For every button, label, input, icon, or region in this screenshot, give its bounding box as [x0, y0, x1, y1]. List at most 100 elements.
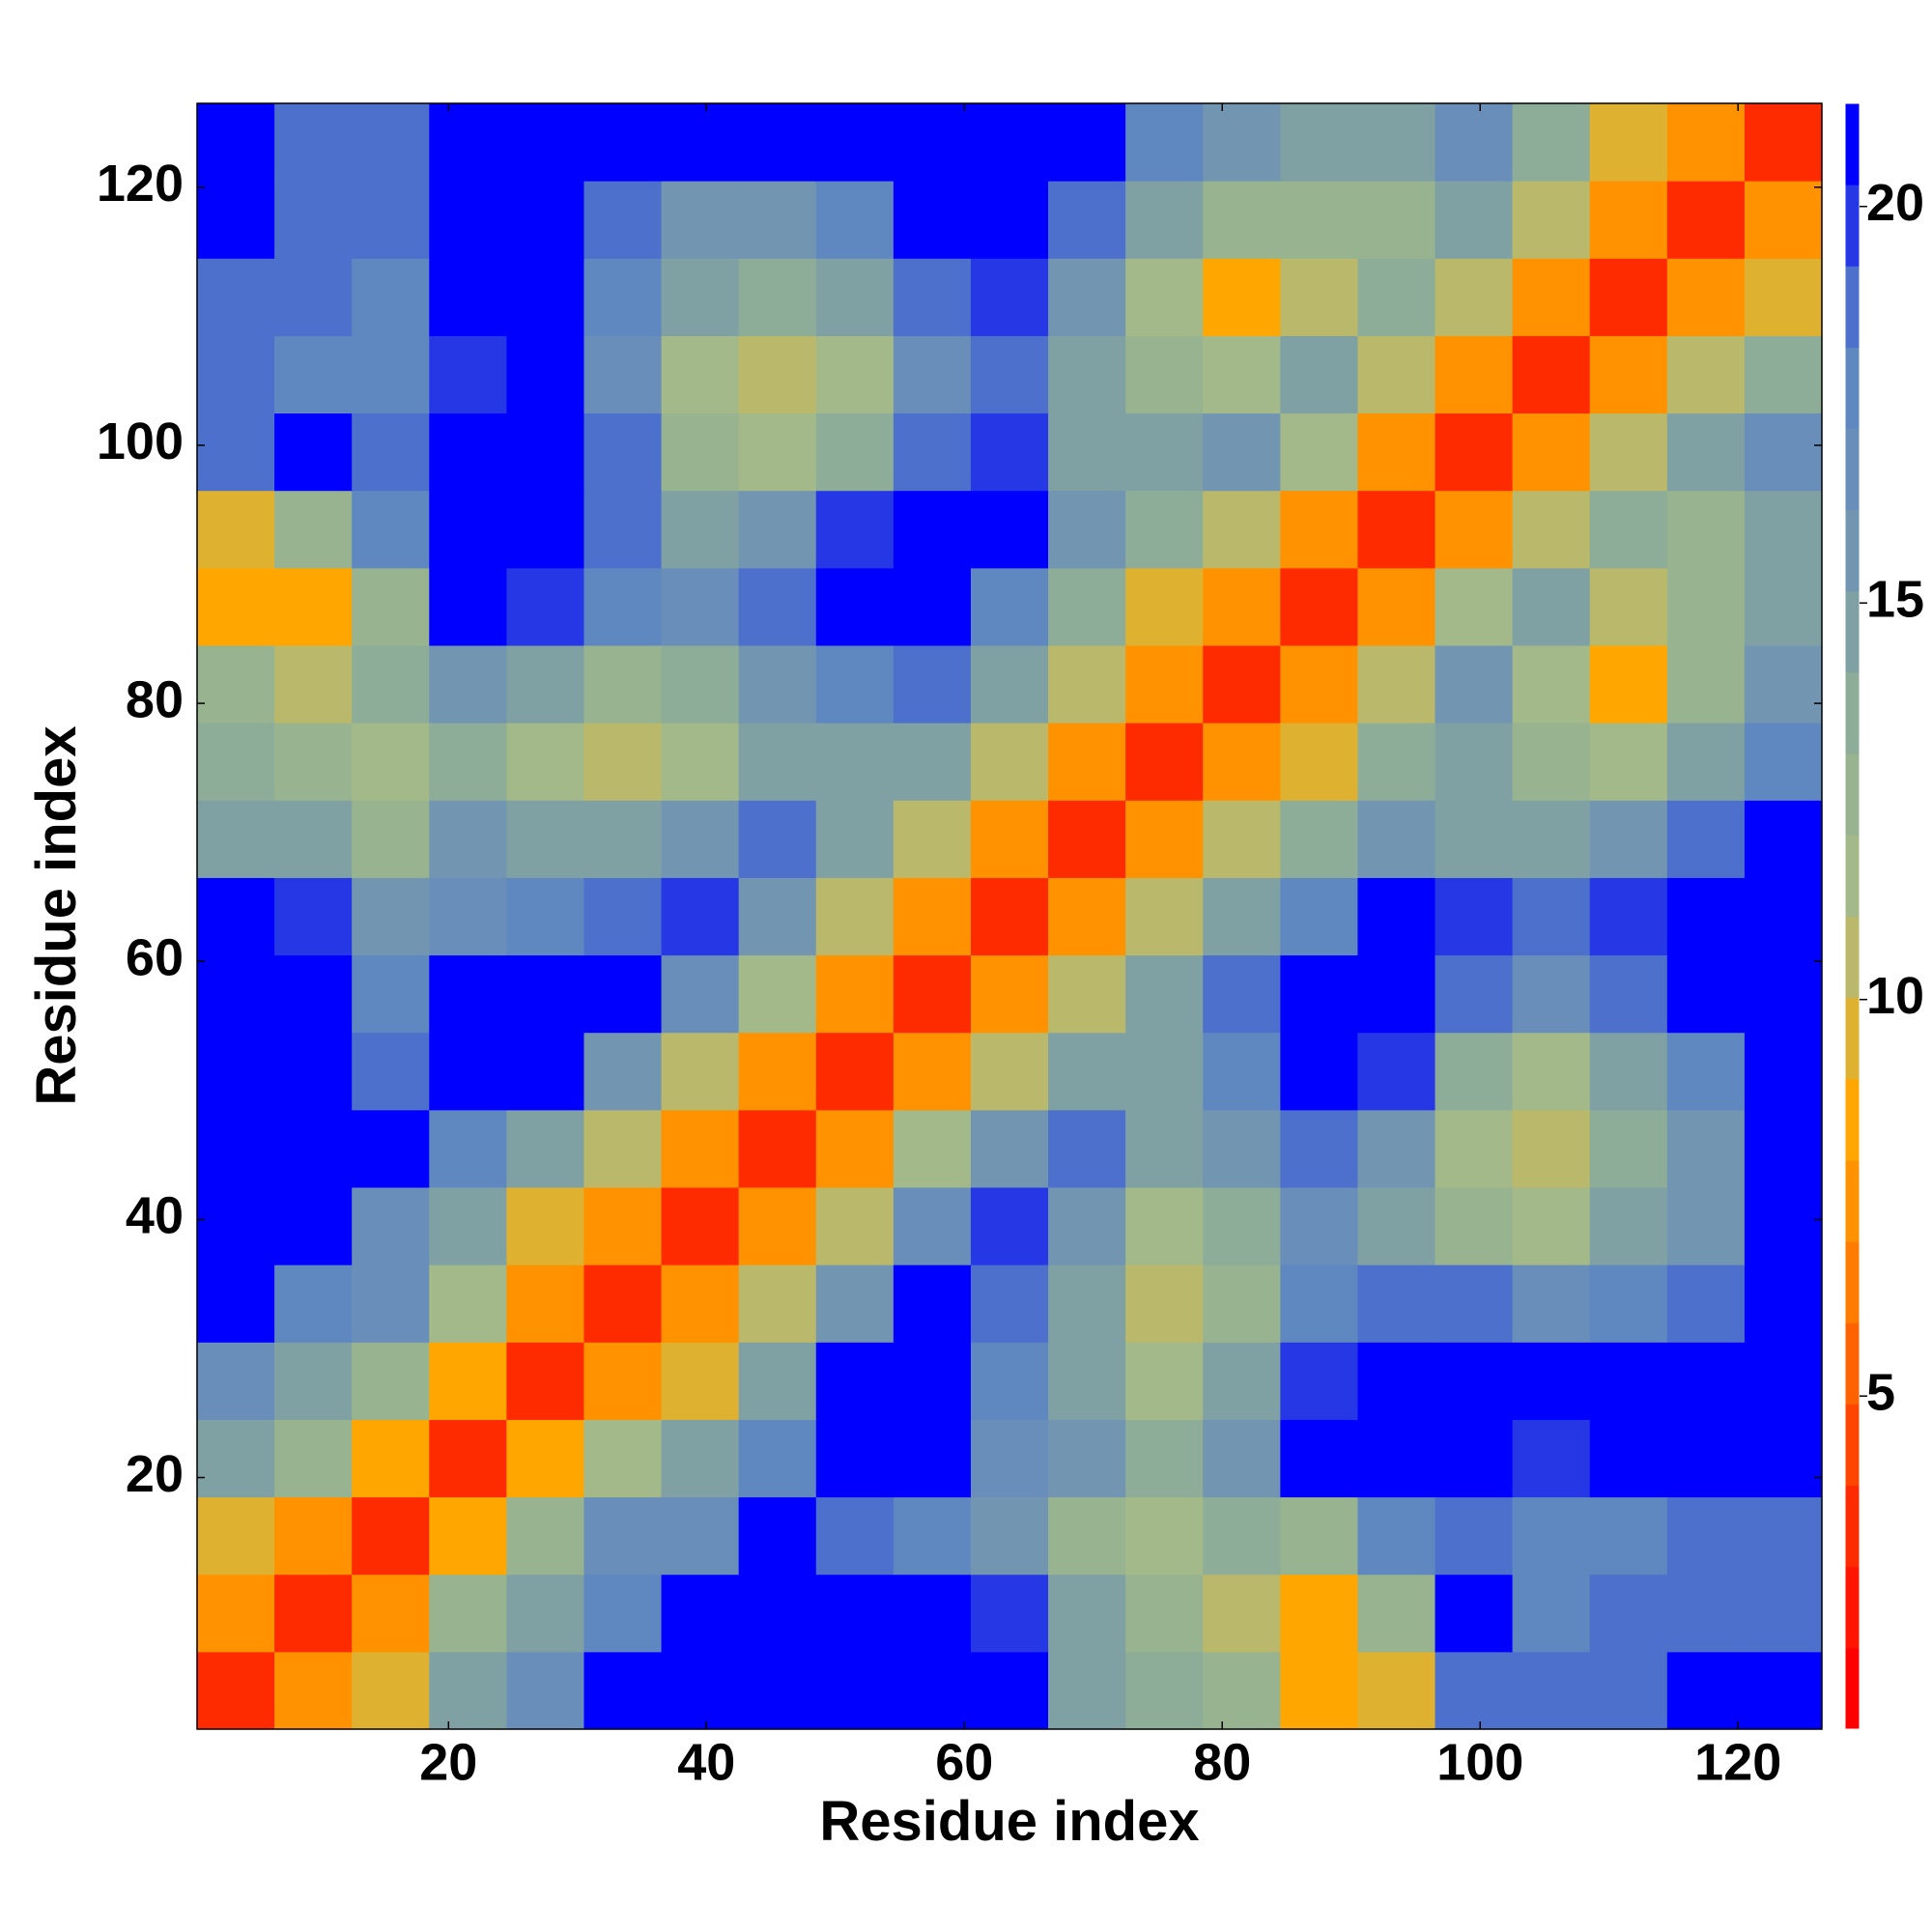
heatmap-cell [1589, 877, 1668, 956]
heatmap-cell [661, 1419, 740, 1498]
heatmap-cell [1512, 1651, 1591, 1730]
heatmap-cell [1666, 567, 1746, 646]
heatmap-cell [429, 412, 507, 492]
heatmap-cell [1048, 1187, 1126, 1265]
heatmap-cell [1125, 1109, 1204, 1188]
heatmap-cell [815, 1496, 895, 1576]
heatmap-cell [197, 1419, 275, 1498]
heatmap-cell [506, 1496, 584, 1576]
heatmap-cell [1512, 723, 1591, 801]
heatmap-cell [970, 567, 1049, 646]
heatmap-cell [738, 1574, 817, 1653]
colorbar-step [1845, 835, 1860, 917]
heatmap-cell [738, 1496, 817, 1576]
heatmap-cell [1666, 412, 1746, 492]
heatmap-cell [815, 335, 895, 414]
heatmap-cell [970, 1032, 1049, 1111]
colorbar-step [1845, 185, 1860, 267]
heatmap-cell [274, 1187, 353, 1265]
heatmap-cell [583, 103, 663, 182]
heatmap-cell [274, 1264, 353, 1343]
heatmap-cell [274, 103, 353, 182]
heatmap-cell [893, 258, 972, 336]
heatmap-cell [1203, 1187, 1281, 1265]
heatmap-cell [197, 645, 275, 724]
heatmap-cell [1435, 1342, 1514, 1420]
heatmap-cell [1357, 258, 1436, 336]
heatmap-cell [1048, 1496, 1126, 1576]
heatmap-cell [1357, 1032, 1436, 1111]
heatmap-cell [1048, 567, 1126, 646]
heatmap-cell [583, 490, 663, 569]
heatmap-cell [197, 1032, 275, 1111]
heatmap-cell [1435, 800, 1514, 878]
heatmap-cell [429, 645, 507, 724]
heatmap-cell [1203, 258, 1281, 336]
heatmap-cell [1048, 877, 1126, 956]
heatmap-cell [506, 1187, 584, 1265]
heatmap-cell [738, 723, 817, 801]
heatmap-cell [815, 567, 895, 646]
y-axis-label: Residue index [25, 725, 88, 1105]
heatmap-cell [1589, 954, 1668, 1034]
colorbar-step [1845, 1485, 1860, 1568]
heatmap-cell [352, 181, 430, 259]
heatmap-cell [1435, 567, 1514, 646]
heatmap-cell [1744, 103, 1823, 182]
heatmap-cell [1744, 1574, 1823, 1653]
heatmap-cell [1589, 1651, 1668, 1730]
colorbar-step [1845, 916, 1860, 999]
y-tick-label: 100 [97, 412, 184, 470]
heatmap-cell [1666, 181, 1746, 259]
colorbar-step [1845, 1566, 1860, 1649]
heatmap-cell [1280, 412, 1358, 492]
heatmap-cell [274, 258, 353, 336]
heatmap-cell [1048, 1419, 1126, 1498]
colorbar-step [1845, 1322, 1860, 1405]
y-tick-label: 20 [126, 1445, 184, 1503]
heatmap-cell [429, 1419, 507, 1498]
x-tick-label: 40 [677, 1733, 735, 1791]
heatmap-cell [274, 645, 353, 724]
heatmap-cell [970, 335, 1049, 414]
heatmap-cell [1435, 1032, 1514, 1111]
heatmap-cell [1048, 490, 1126, 569]
heatmap-cell [352, 1651, 430, 1730]
heatmap-cell [1666, 800, 1746, 878]
heatmap-cell [1512, 258, 1591, 336]
heatmap-cell [815, 412, 895, 492]
heatmap-cell [893, 181, 972, 259]
heatmap-cell [352, 103, 430, 182]
heatmap-cell [1435, 1187, 1514, 1265]
heatmap-cell [1203, 877, 1281, 956]
heatmap-cell [1666, 954, 1746, 1034]
heatmap-cell [738, 1032, 817, 1111]
heatmap-cell [970, 1496, 1049, 1576]
heatmap-cell [197, 412, 275, 492]
heatmap-cell [1512, 335, 1591, 414]
heatmap-cell [1589, 1187, 1668, 1265]
heatmap-cell [1435, 1264, 1514, 1343]
heatmap-cell [1666, 490, 1746, 569]
plot-frame [196, 102, 1823, 1730]
heatmap-cell [815, 103, 895, 182]
heatmap-cell [970, 103, 1049, 182]
heatmap-cell [1744, 645, 1823, 724]
heatmap-cell [815, 954, 895, 1034]
heatmap-cell [1512, 1187, 1591, 1265]
heatmap-cell [1048, 181, 1126, 259]
heatmap-cell [1744, 1032, 1823, 1111]
colorbar-tick-label: 20 [1866, 174, 1924, 232]
heatmap-cell [1666, 258, 1746, 336]
heatmap-cell [893, 1419, 972, 1498]
heatmap-cell [1435, 1574, 1514, 1653]
heatmap-cell [893, 954, 972, 1034]
heatmap-cell [815, 1032, 895, 1111]
heatmap-cell [970, 954, 1049, 1034]
heatmap-cell [970, 723, 1049, 801]
heatmap-cell [661, 258, 740, 336]
heatmap-cell [1589, 567, 1668, 646]
heatmap-cell [1589, 723, 1668, 801]
heatmap-cell [1435, 1419, 1514, 1498]
heatmap-cell [274, 335, 353, 414]
